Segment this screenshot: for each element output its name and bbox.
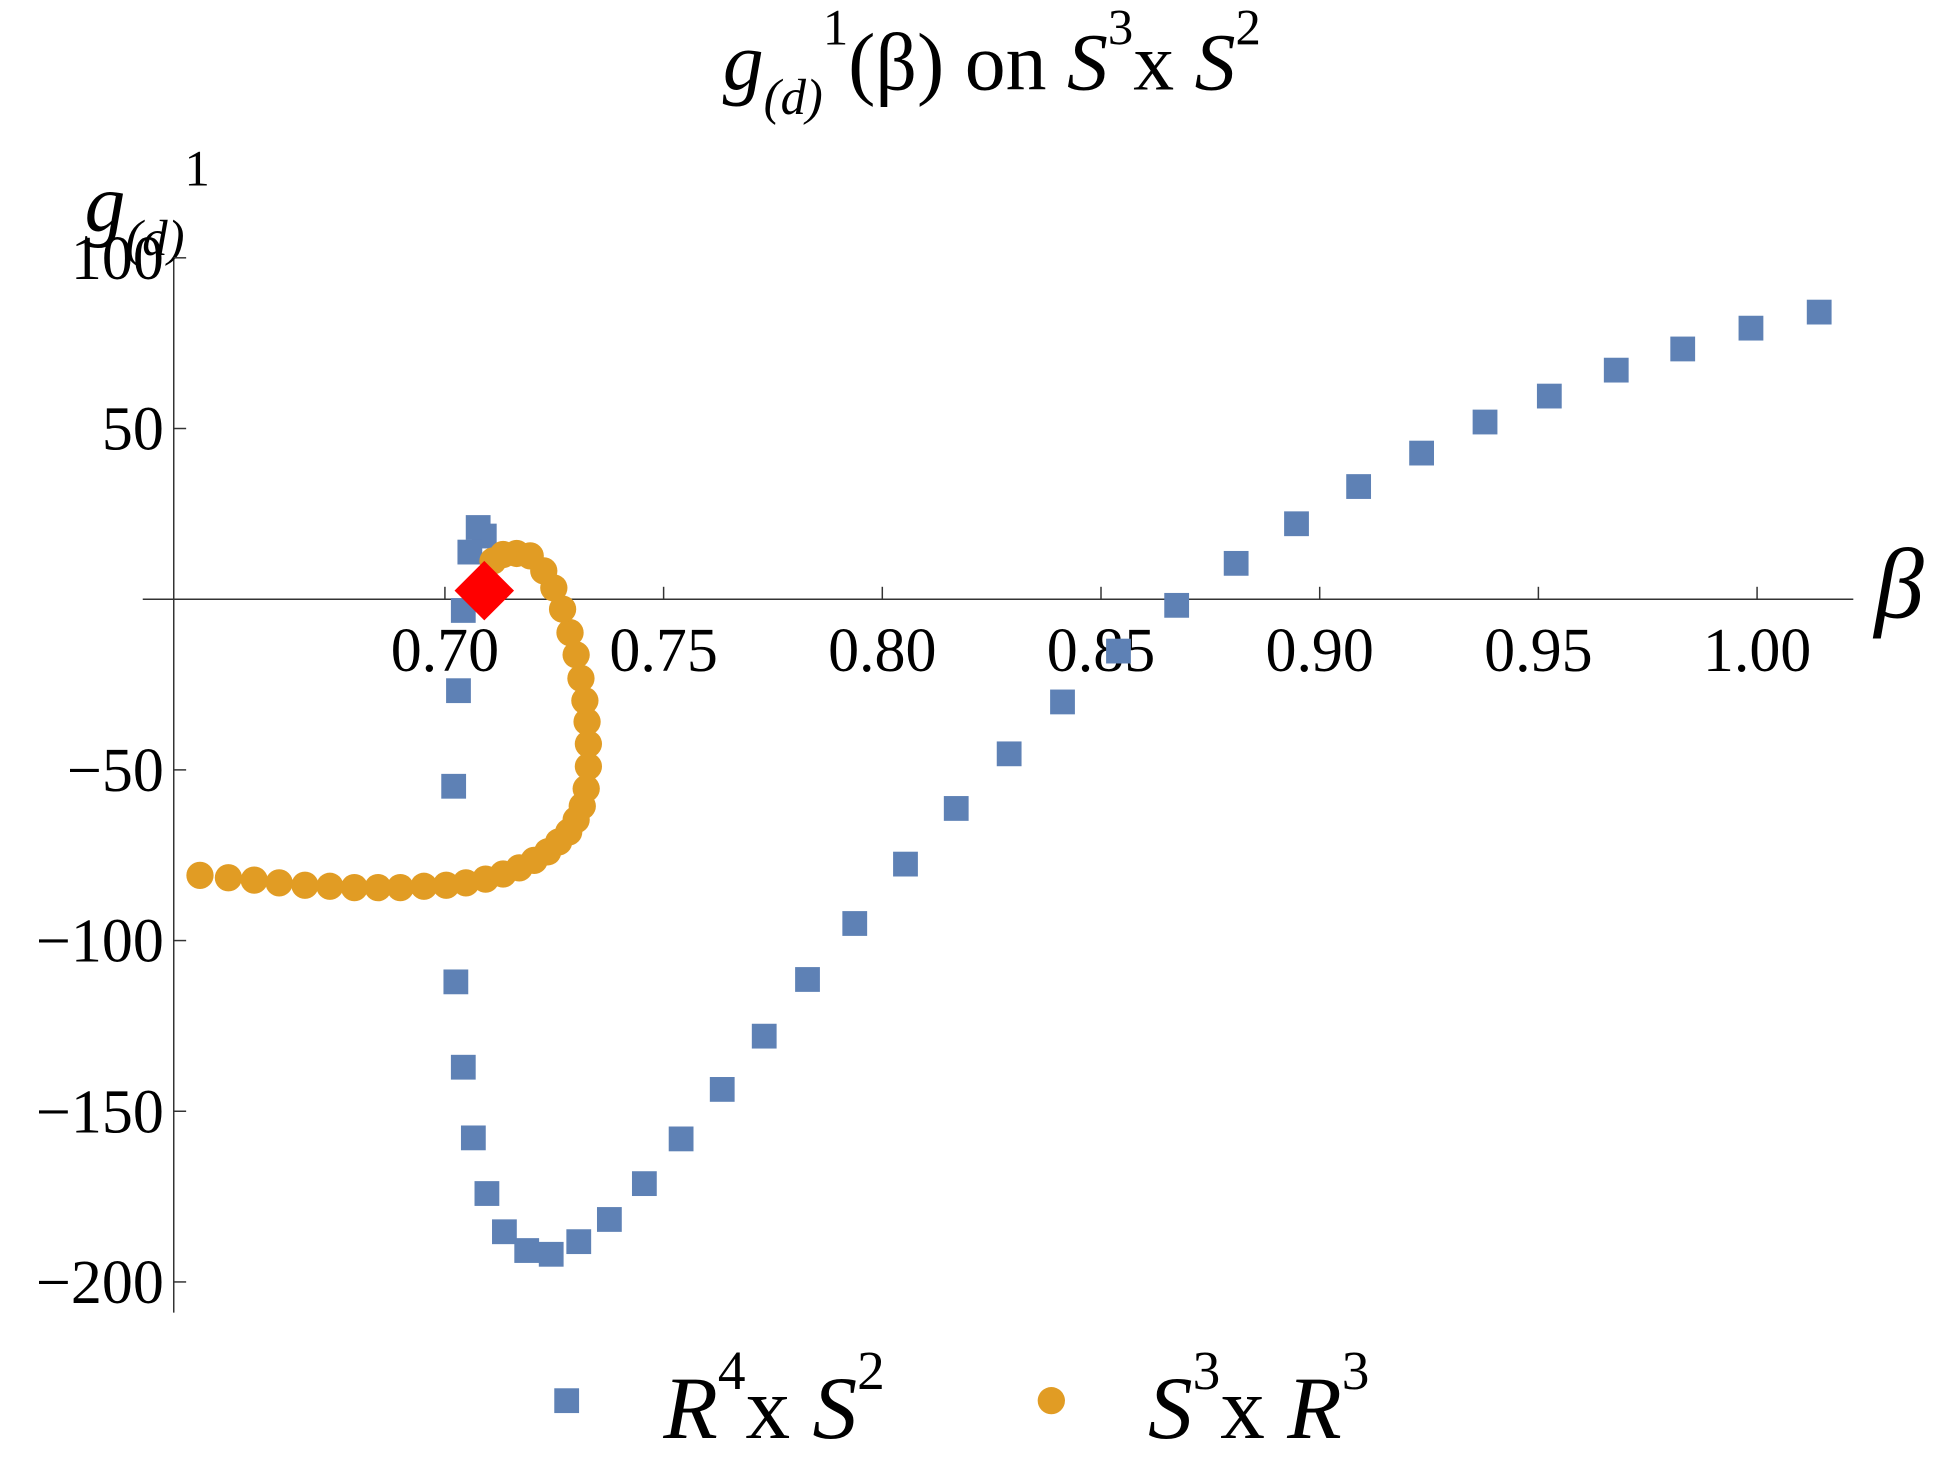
point bbox=[842, 911, 868, 936]
x-tick-label: 0.80 bbox=[828, 617, 936, 685]
point bbox=[446, 678, 471, 704]
point bbox=[1472, 409, 1498, 435]
text-part: x bbox=[1220, 1359, 1287, 1458]
point bbox=[1738, 315, 1764, 341]
point bbox=[556, 619, 584, 647]
point bbox=[1223, 550, 1249, 576]
text-part: β bbox=[1872, 530, 1924, 639]
point bbox=[574, 752, 603, 781]
y-axis-label: g(d)1 bbox=[84, 141, 209, 267]
point bbox=[709, 1077, 735, 1102]
x-tick-label: 0.95 bbox=[1484, 617, 1592, 685]
point bbox=[996, 741, 1022, 767]
y-tick-label: 100 bbox=[71, 225, 164, 293]
point bbox=[460, 1125, 486, 1151]
point bbox=[474, 1181, 500, 1206]
point bbox=[1284, 511, 1309, 537]
point bbox=[751, 1023, 777, 1049]
text-part: (d) bbox=[125, 210, 184, 266]
point bbox=[795, 967, 820, 992]
point bbox=[240, 866, 268, 894]
text-part: 3 bbox=[1342, 1340, 1370, 1401]
text-part: R bbox=[662, 1359, 718, 1458]
point bbox=[450, 1054, 476, 1080]
point bbox=[465, 515, 491, 540]
text-part: (β) on bbox=[848, 16, 1067, 107]
point bbox=[566, 1229, 592, 1255]
text-part: g bbox=[84, 158, 125, 249]
text-part: S bbox=[812, 1359, 857, 1458]
point bbox=[1164, 592, 1190, 618]
point bbox=[186, 861, 214, 890]
text-part: 2 bbox=[857, 1340, 885, 1401]
point bbox=[1409, 440, 1435, 466]
point bbox=[514, 1238, 540, 1263]
legend-label: R4x S2 bbox=[662, 1340, 884, 1458]
text-part: 3 bbox=[1193, 1340, 1221, 1401]
point bbox=[562, 641, 590, 669]
x-tick-label: 0.90 bbox=[1265, 617, 1373, 685]
text-part: 2 bbox=[1236, 0, 1261, 55]
x-tick-label: 0.75 bbox=[609, 617, 717, 685]
chart-title: g(d)1(β) on S3x S2 bbox=[723, 0, 1261, 125]
y-tick-label: −50 bbox=[67, 737, 164, 805]
x-tick-label: 0.70 bbox=[391, 617, 499, 685]
text-part: x bbox=[1133, 16, 1194, 107]
point bbox=[1346, 474, 1372, 499]
x-tick-label: 0.85 bbox=[1047, 617, 1155, 685]
point bbox=[1106, 638, 1131, 664]
text-part: (d) bbox=[764, 69, 823, 125]
point bbox=[668, 1126, 694, 1152]
y-tick-label: −200 bbox=[36, 1249, 164, 1317]
point bbox=[567, 664, 595, 693]
point bbox=[1536, 383, 1562, 409]
text-part: S bbox=[1195, 16, 1236, 107]
point bbox=[364, 874, 392, 902]
text-part: 3 bbox=[1108, 0, 1133, 55]
point bbox=[492, 1219, 517, 1245]
text-part: R bbox=[1286, 1359, 1342, 1458]
y-tick-label: 50 bbox=[102, 396, 164, 464]
point bbox=[386, 874, 414, 902]
point bbox=[538, 1241, 564, 1267]
point bbox=[596, 1207, 622, 1232]
point bbox=[572, 775, 600, 803]
point bbox=[291, 871, 319, 899]
point bbox=[265, 869, 293, 897]
point bbox=[441, 773, 467, 799]
text-part: 1 bbox=[185, 141, 210, 197]
point bbox=[1603, 357, 1629, 383]
point bbox=[214, 864, 243, 892]
y-tick-label: −100 bbox=[36, 908, 164, 976]
text-part: S bbox=[1148, 1359, 1193, 1458]
point bbox=[1037, 1387, 1065, 1415]
point bbox=[943, 796, 969, 821]
point bbox=[574, 730, 603, 758]
point bbox=[893, 851, 918, 877]
highlight-point bbox=[454, 560, 515, 621]
point bbox=[548, 595, 577, 623]
text-part: x bbox=[746, 1359, 813, 1458]
point bbox=[1806, 299, 1832, 325]
point bbox=[316, 872, 344, 900]
point bbox=[1670, 336, 1696, 362]
text-part: g bbox=[723, 16, 764, 107]
point bbox=[457, 539, 483, 565]
point bbox=[571, 686, 599, 715]
legend-label: S3x R3 bbox=[1148, 1340, 1369, 1458]
point bbox=[443, 969, 469, 995]
point bbox=[340, 874, 369, 902]
point bbox=[410, 872, 438, 900]
x-axis-label: β bbox=[1872, 530, 1924, 639]
text-part: S bbox=[1067, 16, 1108, 107]
text-part: 4 bbox=[718, 1340, 746, 1401]
point bbox=[631, 1171, 657, 1197]
text-part: 1 bbox=[823, 0, 848, 55]
point bbox=[554, 1388, 580, 1414]
x-tick-label: 1.00 bbox=[1703, 617, 1811, 685]
y-tick-label: −150 bbox=[36, 1078, 164, 1146]
point bbox=[1050, 689, 1075, 715]
point bbox=[573, 708, 601, 736]
